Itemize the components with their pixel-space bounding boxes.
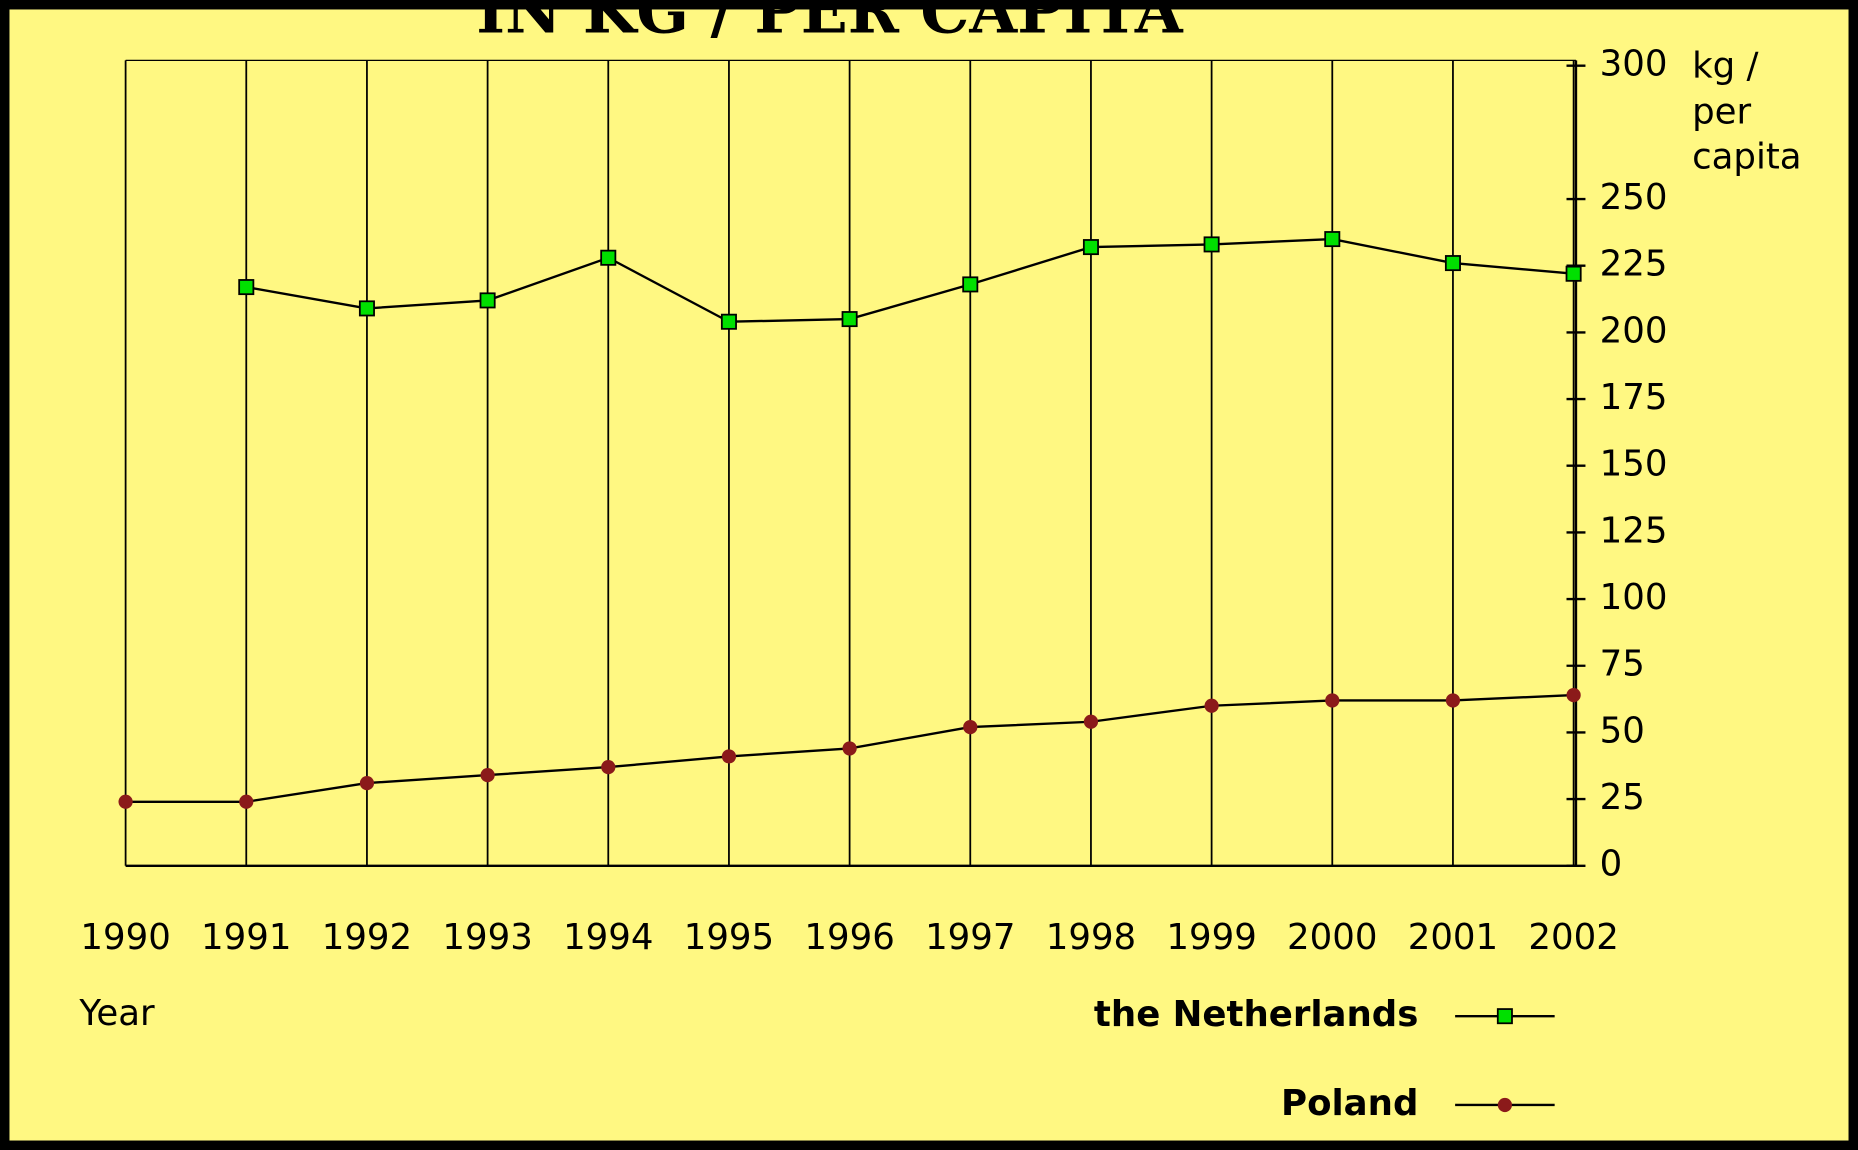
y-tick-label: 25 (1600, 777, 1645, 818)
y-axis-label: capita (1692, 137, 1801, 178)
data-point (118, 794, 133, 809)
x-tick-label: 1998 (1046, 917, 1136, 958)
data-point (1566, 687, 1581, 703)
data-point (1445, 693, 1461, 708)
data-point (239, 794, 254, 809)
x-tick-label: 2001 (1408, 917, 1498, 958)
y-tick-label: 50 (1600, 710, 1645, 751)
data-point (963, 719, 978, 735)
data-point (721, 749, 737, 764)
legend-label: the Netherlands (1094, 994, 1418, 1035)
data-point (1444, 255, 1461, 272)
data-point (1325, 693, 1340, 708)
x-tick-label: 2000 (1287, 917, 1377, 958)
x-tick-label: 1995 (684, 917, 774, 958)
chart-title: IN KG / PER CAPITA (476, 0, 1184, 48)
y-tick-label: 0 (1600, 844, 1623, 885)
y-tick-label: 150 (1600, 444, 1668, 485)
x-tick-label: 1997 (925, 917, 1015, 958)
y-tick-label: 75 (1600, 644, 1645, 685)
y-tick-label: 300 (1600, 44, 1668, 85)
data-point (601, 759, 616, 775)
data-point (479, 292, 496, 309)
y-tick-label: 225 (1600, 244, 1668, 285)
y-axis-label: kg / (1692, 46, 1758, 87)
data-point (841, 311, 858, 328)
legend-label: Poland (1281, 1083, 1418, 1124)
data-point (962, 276, 979, 293)
series-line (246, 237, 1574, 323)
data-point (238, 279, 255, 296)
y-tick-label: 175 (1600, 377, 1668, 418)
x-axis-label: Year (78, 993, 155, 1034)
x-tick-label: 1990 (80, 917, 170, 958)
data-point (720, 313, 737, 330)
data-point (1082, 239, 1099, 256)
y-axis-label: per (1692, 92, 1751, 133)
data-point (1324, 231, 1341, 248)
data-point (359, 775, 375, 791)
x-tick-label: 2002 (1528, 917, 1618, 958)
x-tick-label: 1999 (1166, 917, 1256, 958)
data-point (480, 767, 495, 783)
x-tick-label: 1992 (322, 917, 412, 958)
data-point (1203, 236, 1220, 253)
x-tick-label: 1993 (442, 917, 532, 958)
data-point (1496, 1008, 1513, 1025)
data-point (600, 249, 617, 266)
data-point (1083, 714, 1099, 729)
y-tick-label: 250 (1600, 177, 1668, 218)
y-tick-label: 200 (1600, 310, 1668, 351)
data-point (1204, 698, 1219, 713)
x-tick-label: 1996 (804, 917, 894, 958)
data-point (842, 741, 857, 756)
data-point (358, 300, 375, 317)
y-tick-label: 125 (1600, 510, 1668, 551)
y-tick-label: 100 (1600, 577, 1668, 618)
data-point (1497, 1097, 1512, 1113)
x-tick-label: 1991 (201, 917, 291, 958)
x-tick-label: 1994 (563, 917, 653, 958)
data-point (1565, 265, 1582, 282)
